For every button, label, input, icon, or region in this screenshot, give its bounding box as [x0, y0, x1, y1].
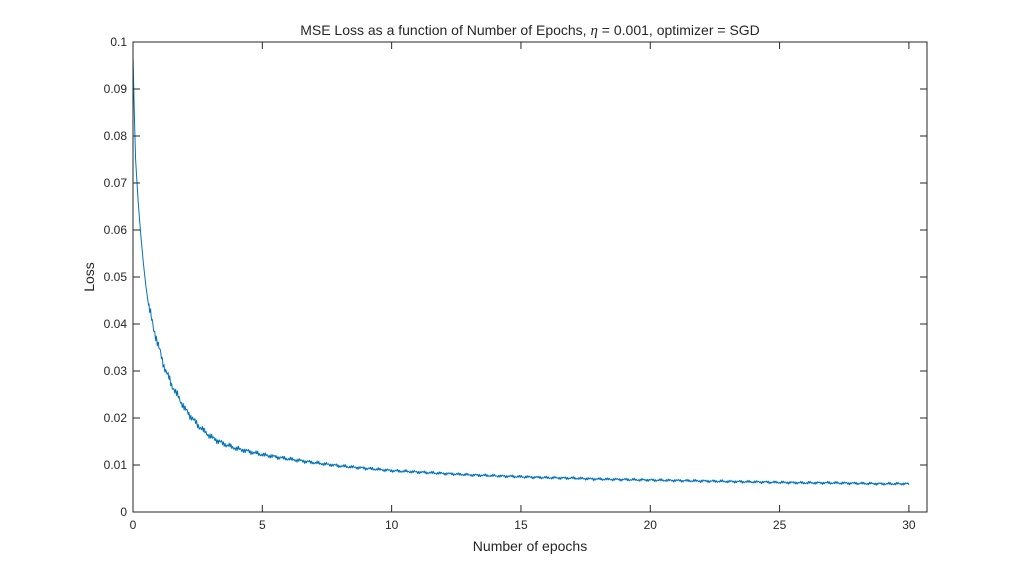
chart-title: MSE Loss as a function of Number of Epoc… [300, 22, 760, 39]
x-tick-label: 25 [773, 518, 787, 532]
y-tick-label: 0.05 [104, 270, 128, 284]
x-tick-label: 30 [902, 518, 916, 532]
y-tick-label: 0.02 [104, 411, 128, 425]
title-eta-symbol: η [590, 23, 597, 39]
y-tick-label: 0.09 [104, 82, 128, 96]
title-text-after: = 0.001, optimizer = SGD [598, 22, 760, 38]
x-tick-label: 5 [259, 518, 266, 532]
x-axis-label: Number of epochs [473, 538, 587, 554]
y-tick-label: 0.08 [104, 129, 128, 143]
x-axis: 0 5 10 15 20 25 30 [130, 42, 916, 532]
series-layer [132, 56, 910, 486]
y-axis: 0 0.01 0.02 0.03 0.04 0.05 0.06 0.07 0.08 0.09 0.1 [104, 35, 927, 519]
x-tick-label: 20 [644, 518, 658, 532]
loss-series-line [132, 56, 910, 486]
y-tick-label: 0.1 [110, 35, 127, 49]
y-tick-label: 0.03 [104, 364, 128, 378]
x-tick-label: 15 [514, 518, 528, 532]
y-axis-label: Loss [81, 262, 97, 292]
y-tick-label: 0.01 [104, 458, 128, 472]
y-tick-label: 0.04 [104, 317, 128, 331]
y-tick-label: 0.06 [104, 223, 128, 237]
x-tick-label: 10 [385, 518, 399, 532]
y-tick-label: 0.07 [104, 176, 128, 190]
x-tick-label: 0 [130, 518, 137, 532]
title-text-before: MSE Loss as a function of Number of Epoc… [300, 22, 590, 38]
plot-area [133, 42, 927, 512]
y-tick-label: 0 [120, 505, 127, 519]
